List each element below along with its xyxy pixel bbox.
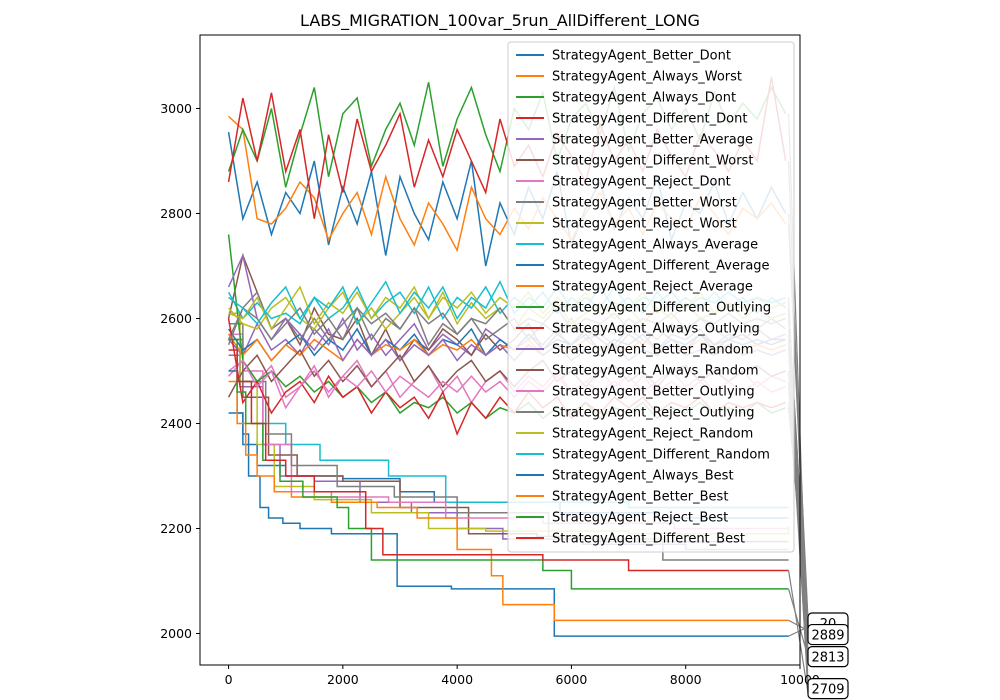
y-axis: 2000 2200 2400 2600 2800 3000 bbox=[160, 101, 200, 641]
legend-entry: StrategyAgent_Reject_Dont bbox=[552, 175, 731, 190]
legend-entry: StrategyAgent_Better_Dont bbox=[552, 49, 731, 64]
series-line-strategyagent-always-best bbox=[228, 370, 789, 637]
legend-entry: StrategyAgent_Reject_Best bbox=[552, 511, 728, 526]
plot-frame bbox=[199, 34, 801, 666]
legend-entry: StrategyAgent_Different_Best bbox=[552, 532, 745, 547]
legend-entry: StrategyAgent_Always_Random bbox=[552, 364, 759, 379]
legend-entry: StrategyAgent_Different_Worst bbox=[552, 154, 753, 169]
legend-entry: StrategyAgent_Better_Worst bbox=[552, 196, 737, 211]
x-tick-label: 2000 bbox=[327, 672, 359, 687]
y-tick-label: 2400 bbox=[160, 416, 192, 431]
label-connector bbox=[788, 619, 809, 632]
legend-entry: StrategyAgent_Always_Average bbox=[552, 238, 758, 253]
end-value-box bbox=[807, 623, 849, 646]
y-tick-label: 2200 bbox=[160, 521, 192, 536]
legend-entry: StrategyAgent_Different_Random bbox=[552, 448, 770, 463]
end-value-box bbox=[807, 678, 849, 700]
y-tick-label: 2800 bbox=[160, 206, 192, 221]
end-value-text: 2709 bbox=[811, 683, 844, 698]
series-line-strategyagent-reject-best bbox=[228, 338, 789, 590]
x-axis: 0 2000 4000 6000 8000 10000 bbox=[225, 665, 820, 687]
legend-entry: StrategyAgent_Always_Outlying bbox=[552, 322, 760, 337]
end-value-label: 2813 bbox=[807, 645, 849, 668]
end-value-label: 2889 bbox=[807, 623, 849, 646]
legend: StrategyAgent_Better_Dont StrategyAgent_A… bbox=[507, 41, 795, 553]
legend-entry: StrategyAgent_Reject_Random bbox=[552, 427, 753, 442]
legend-entry: StrategyAgent_Always_Best bbox=[552, 469, 734, 484]
legend-entry: StrategyAgent_Different_Average bbox=[552, 259, 770, 274]
y-tick-label: 2000 bbox=[160, 626, 192, 641]
legend-entry: StrategyAgent_Always_Dont bbox=[552, 91, 736, 106]
x-tick-label: 8000 bbox=[670, 672, 702, 687]
y-tick-label: 3000 bbox=[160, 101, 192, 116]
end-value-text: 2889 bbox=[811, 629, 844, 644]
label-connector bbox=[787, 588, 809, 657]
legend-entry: StrategyAgent_Better_Average bbox=[552, 133, 753, 148]
x-tick-label: 4000 bbox=[441, 672, 473, 687]
series-line-strategyagent-different-best bbox=[228, 349, 789, 572]
chart-title: LABS_MIGRATION_100var_5run_AllDifferent_… bbox=[300, 11, 700, 31]
label-connector bbox=[787, 570, 809, 693]
legend-box bbox=[507, 41, 795, 553]
legend-entry: StrategyAgent_Better_Random bbox=[552, 343, 753, 358]
end-value-box bbox=[807, 645, 849, 668]
x-tick-label: 0 bbox=[225, 672, 233, 687]
x-tick-label: 6000 bbox=[556, 672, 588, 687]
legend-entry: StrategyAgent_Always_Worst bbox=[552, 70, 742, 85]
legend-entry: StrategyAgent_Different_Outlying bbox=[552, 301, 771, 316]
legend-entry: StrategyAgent_Better_Outlying bbox=[552, 385, 755, 400]
series-line-strategyagent-better-best bbox=[228, 380, 789, 622]
legend-entry: StrategyAgent_Reject_Outlying bbox=[552, 406, 754, 421]
legend-entry: StrategyAgent_Reject_Average bbox=[552, 280, 753, 295]
end-value-text: 2813 bbox=[811, 651, 844, 666]
y-tick-label: 2600 bbox=[160, 311, 192, 326]
legend-entry: StrategyAgent_Reject_Worst bbox=[552, 217, 737, 232]
end-value-label: 2709 bbox=[807, 678, 849, 700]
legend-entry: StrategyAgent_Different_Dont bbox=[552, 112, 747, 127]
legend-entry: StrategyAgent_Better_Best bbox=[552, 490, 728, 505]
end-value-labels: 20288928132709 bbox=[807, 612, 849, 700]
